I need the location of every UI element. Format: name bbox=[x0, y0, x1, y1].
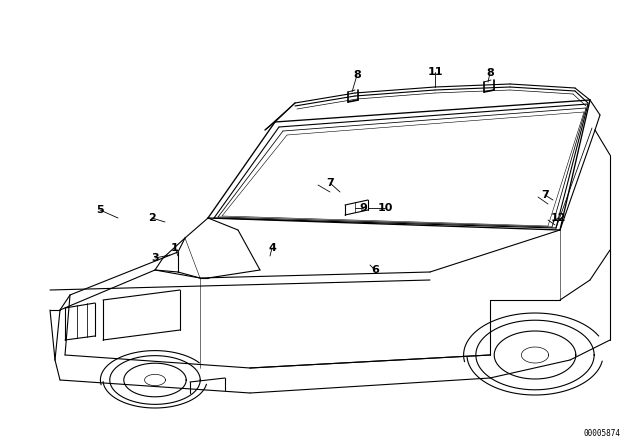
Text: 5: 5 bbox=[96, 205, 104, 215]
Text: 00005874: 00005874 bbox=[583, 429, 620, 438]
Text: 2: 2 bbox=[148, 213, 156, 223]
Text: 10: 10 bbox=[378, 203, 393, 213]
Text: 7: 7 bbox=[541, 190, 549, 200]
Text: 11: 11 bbox=[428, 67, 443, 77]
Text: 3: 3 bbox=[151, 253, 159, 263]
Text: 8: 8 bbox=[353, 70, 361, 80]
Text: 12: 12 bbox=[550, 213, 566, 223]
Text: 1: 1 bbox=[171, 243, 179, 253]
Text: 4: 4 bbox=[268, 243, 276, 253]
Text: 8: 8 bbox=[486, 68, 494, 78]
Text: 6: 6 bbox=[371, 265, 379, 275]
Text: 7: 7 bbox=[326, 178, 334, 188]
Text: 9: 9 bbox=[359, 203, 367, 213]
